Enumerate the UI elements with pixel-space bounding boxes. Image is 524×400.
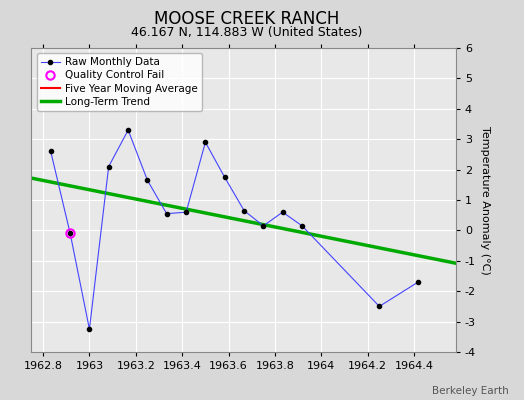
Raw Monthly Data — [241, 208, 247, 213]
Raw Monthly Data — [376, 304, 383, 309]
Text: 46.167 N, 114.883 W (United States): 46.167 N, 114.883 W (United States) — [130, 26, 362, 39]
Raw Monthly Data — [105, 164, 112, 169]
Raw Monthly Data — [183, 210, 189, 214]
Text: Berkeley Earth: Berkeley Earth — [432, 386, 508, 396]
Raw Monthly Data — [86, 327, 93, 332]
Raw Monthly Data — [415, 280, 421, 284]
Raw Monthly Data — [144, 178, 150, 183]
Raw Monthly Data — [202, 140, 209, 145]
Text: MOOSE CREEK RANCH: MOOSE CREEK RANCH — [154, 10, 339, 28]
Y-axis label: Temperature Anomaly (°C): Temperature Anomaly (°C) — [480, 126, 490, 274]
Raw Monthly Data — [260, 224, 267, 228]
Raw Monthly Data — [299, 224, 305, 228]
Raw Monthly Data — [48, 149, 54, 154]
Raw Monthly Data — [67, 231, 73, 236]
Legend: Raw Monthly Data, Quality Control Fail, Five Year Moving Average, Long-Term Tren: Raw Monthly Data, Quality Control Fail, … — [37, 53, 202, 111]
Raw Monthly Data — [163, 211, 170, 216]
Raw Monthly Data — [279, 210, 286, 214]
Raw Monthly Data — [222, 175, 228, 180]
Line: Raw Monthly Data: Raw Monthly Data — [49, 128, 420, 331]
Raw Monthly Data — [125, 128, 132, 132]
